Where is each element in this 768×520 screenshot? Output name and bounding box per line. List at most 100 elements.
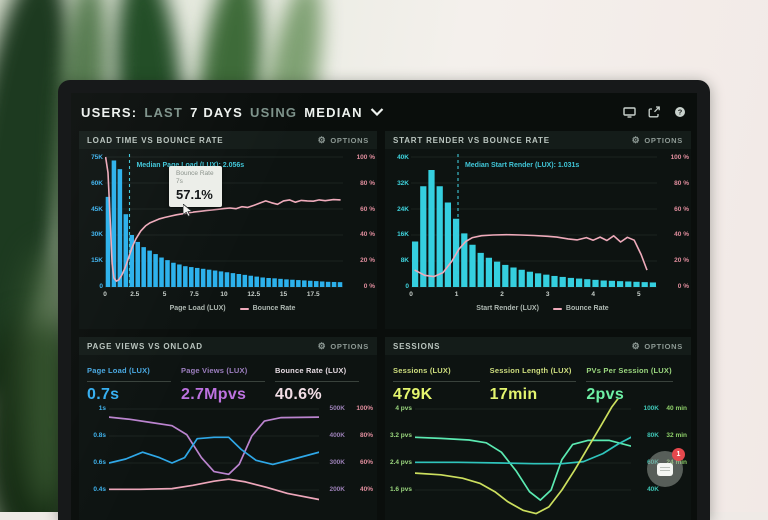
axis-tick-label: 75K	[81, 154, 103, 161]
histogram-bar	[231, 273, 236, 287]
histogram-bar	[272, 278, 277, 287]
share-icon[interactable]	[647, 106, 662, 119]
axis-tick-label: 0.8s	[93, 432, 106, 439]
trend-line	[109, 437, 319, 464]
gear-icon: ⚙	[318, 342, 327, 351]
histogram-bar	[171, 263, 176, 287]
panel-header: START RENDER VS BOUNCE RATE ⚙ OPTIONS	[385, 131, 691, 149]
histogram-bar	[314, 281, 319, 287]
histogram-bar	[135, 242, 140, 287]
histogram-bar	[576, 279, 582, 287]
range-value: 7 DAYS	[190, 105, 243, 120]
axis-tick-label: 32K	[387, 180, 409, 187]
axis-tick-label: 100 %	[345, 154, 375, 161]
axis-tick-label: 3	[546, 291, 550, 298]
panel-title: LOAD TIME VS BOUNCE RATE	[87, 136, 223, 145]
axis-tick-label: 2.5	[130, 291, 139, 298]
load-time-plot	[105, 154, 343, 290]
histogram-bar	[642, 282, 648, 287]
histogram-bar	[494, 262, 500, 287]
help-icon[interactable]: ?	[672, 106, 687, 119]
tooltip-value: 57.1%	[176, 187, 214, 202]
histogram-bar	[260, 277, 265, 287]
axis-tick-label: 3.2 pvs	[390, 432, 412, 439]
histogram-bar	[177, 264, 182, 287]
panel-header: SESSIONS ⚙ OPTIONS	[385, 337, 691, 355]
histogram-bar	[326, 282, 331, 287]
axis-tick-label: 0	[103, 291, 107, 298]
trend-line	[415, 399, 619, 514]
histogram-bar	[535, 273, 541, 287]
axis-tick-label: 30K	[81, 231, 103, 238]
users-range-dropdown[interactable]: USERS: LAST 7 DAYS USING MEDIAN	[81, 105, 384, 120]
histogram-bar	[124, 214, 129, 287]
axis-tick-label: 40K	[647, 486, 659, 493]
axis-tick-label: 0	[409, 291, 413, 298]
histogram-bar	[183, 266, 188, 287]
display-icon[interactable]	[622, 106, 637, 119]
axis-tick-label: 7.5	[190, 291, 199, 298]
gear-icon: ⚙	[632, 136, 641, 145]
trend-plot	[415, 399, 631, 520]
histogram-bar	[296, 280, 301, 287]
histogram-bar	[428, 170, 434, 287]
options-button[interactable]: ⚙ OPTIONS	[632, 342, 683, 351]
histogram-bar	[219, 271, 224, 287]
y-axis-right: 100 %80 %60 %40 %20 %0 %	[659, 154, 689, 290]
histogram-bar	[412, 242, 418, 288]
panel-header: LOAD TIME VS BOUNCE RATE ⚙ OPTIONS	[79, 131, 377, 149]
histogram-bar	[625, 281, 631, 287]
metrics-row: Sessions (LUX) 479K Session Length (LUX)…	[385, 355, 691, 397]
legend-dot	[161, 306, 166, 311]
histogram-bar	[213, 271, 218, 287]
axis-tick-label: 40 %	[659, 231, 689, 238]
axis-tick-label: 45K	[81, 206, 103, 213]
histogram-bar	[237, 274, 242, 287]
axis-tick-label: 60%	[360, 459, 373, 466]
histogram-bar	[266, 278, 271, 287]
histogram-bar	[420, 186, 426, 287]
axis-tick-label: 24K	[387, 206, 409, 213]
chat-widget-button[interactable]: 1	[647, 451, 683, 487]
axis-tick-label: 1.6 pvs	[390, 486, 412, 493]
metric-page-views: Page Views (LUX) 2.7Mpvs	[181, 360, 275, 397]
notification-badge: 1	[672, 448, 685, 461]
axis-tick-label: 100 %	[659, 154, 689, 161]
mouse-cursor	[183, 204, 194, 217]
laptop-monitor: USERS: LAST 7 DAYS USING MEDIAN ? LOAD T…	[58, 80, 710, 520]
axis-tick-label: 1s	[99, 405, 106, 412]
users-label: USERS:	[81, 105, 137, 120]
start-render-plot	[411, 154, 657, 290]
metric-sessions: Sessions (LUX) 479K	[393, 360, 490, 397]
panel-page-views: PAGE VIEWS VS ONLOAD ⚙ OPTIONS Page Load…	[79, 337, 377, 520]
chat-bubble-icon	[657, 463, 673, 476]
histogram-bar	[225, 272, 230, 287]
options-button[interactable]: ⚙ OPTIONS	[318, 136, 369, 145]
svg-text:?: ?	[677, 108, 682, 117]
panel-title: SESSIONS	[393, 342, 440, 351]
histogram-bar	[527, 272, 533, 287]
trend-plot	[109, 399, 319, 520]
axis-tick-label: 40K	[387, 154, 409, 161]
bounce-rate-line	[106, 157, 341, 281]
axis-tick-label: 20 %	[659, 257, 689, 264]
options-button[interactable]: ⚙ OPTIONS	[318, 342, 369, 351]
histogram-bar	[308, 281, 313, 287]
tooltip-series: Bounce Rate	[176, 170, 214, 178]
axis-tick-label: 80 %	[345, 180, 375, 187]
legend-dot	[467, 306, 472, 311]
legend: Start Render (LUX) Bounce Rate	[385, 301, 691, 316]
histogram-bar	[437, 186, 443, 287]
axis-tick-label: 15	[280, 291, 287, 298]
histogram-bar	[519, 270, 525, 287]
axis-tick-label: 5	[163, 291, 167, 298]
options-button[interactable]: ⚙ OPTIONS	[632, 136, 683, 145]
axis-tick-label: 10	[220, 291, 227, 298]
